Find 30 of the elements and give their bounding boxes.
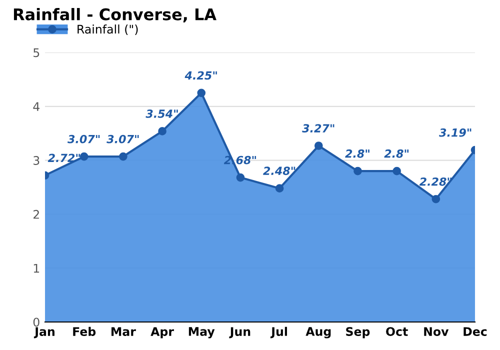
data-label: 3.19" — [439, 128, 472, 137]
data-label: 2.48" — [263, 166, 296, 176]
y-tick-label: 4 — [33, 102, 40, 111]
y-tick-label: 3 — [34, 156, 40, 165]
data-label: 3.07" — [106, 134, 139, 144]
x-tick-label: Dec — [464, 327, 487, 336]
legend-label: Rainfall (") — [78, 24, 138, 36]
y-tick-label: 0 — [33, 318, 40, 327]
y-tick-label: 1 — [34, 264, 40, 273]
chart-title: Rainfall - Converse, LA — [14, 8, 216, 22]
x-tick-label: Aug — [306, 327, 331, 338]
x-tick-label: May — [188, 327, 215, 338]
x-tick-label: Apr — [150, 327, 174, 338]
x-tick-label: Oct — [386, 327, 408, 336]
data-label: 2.8" — [384, 149, 408, 158]
data-label: 2.72" — [48, 154, 80, 162]
data-label: 3.07" — [67, 134, 100, 144]
x-tick-label: Jul — [270, 326, 287, 338]
data-label: 3.54" — [146, 110, 178, 118]
x-tick-label: Feb — [73, 326, 96, 336]
data-label: 3.27" — [302, 124, 334, 132]
data-label: 2.8" — [345, 149, 370, 158]
data-label: 4.25" — [184, 71, 217, 80]
x-tick-label: Nov — [424, 327, 449, 336]
x-tick-label: Jun — [229, 327, 250, 338]
y-tick-label: 5 — [34, 48, 40, 58]
x-tick-label: Jan — [34, 327, 54, 338]
x-tick-label: Mar — [112, 327, 136, 336]
y-tick-label: 2 — [33, 210, 39, 219]
x-tick-label: Sep — [346, 327, 370, 338]
